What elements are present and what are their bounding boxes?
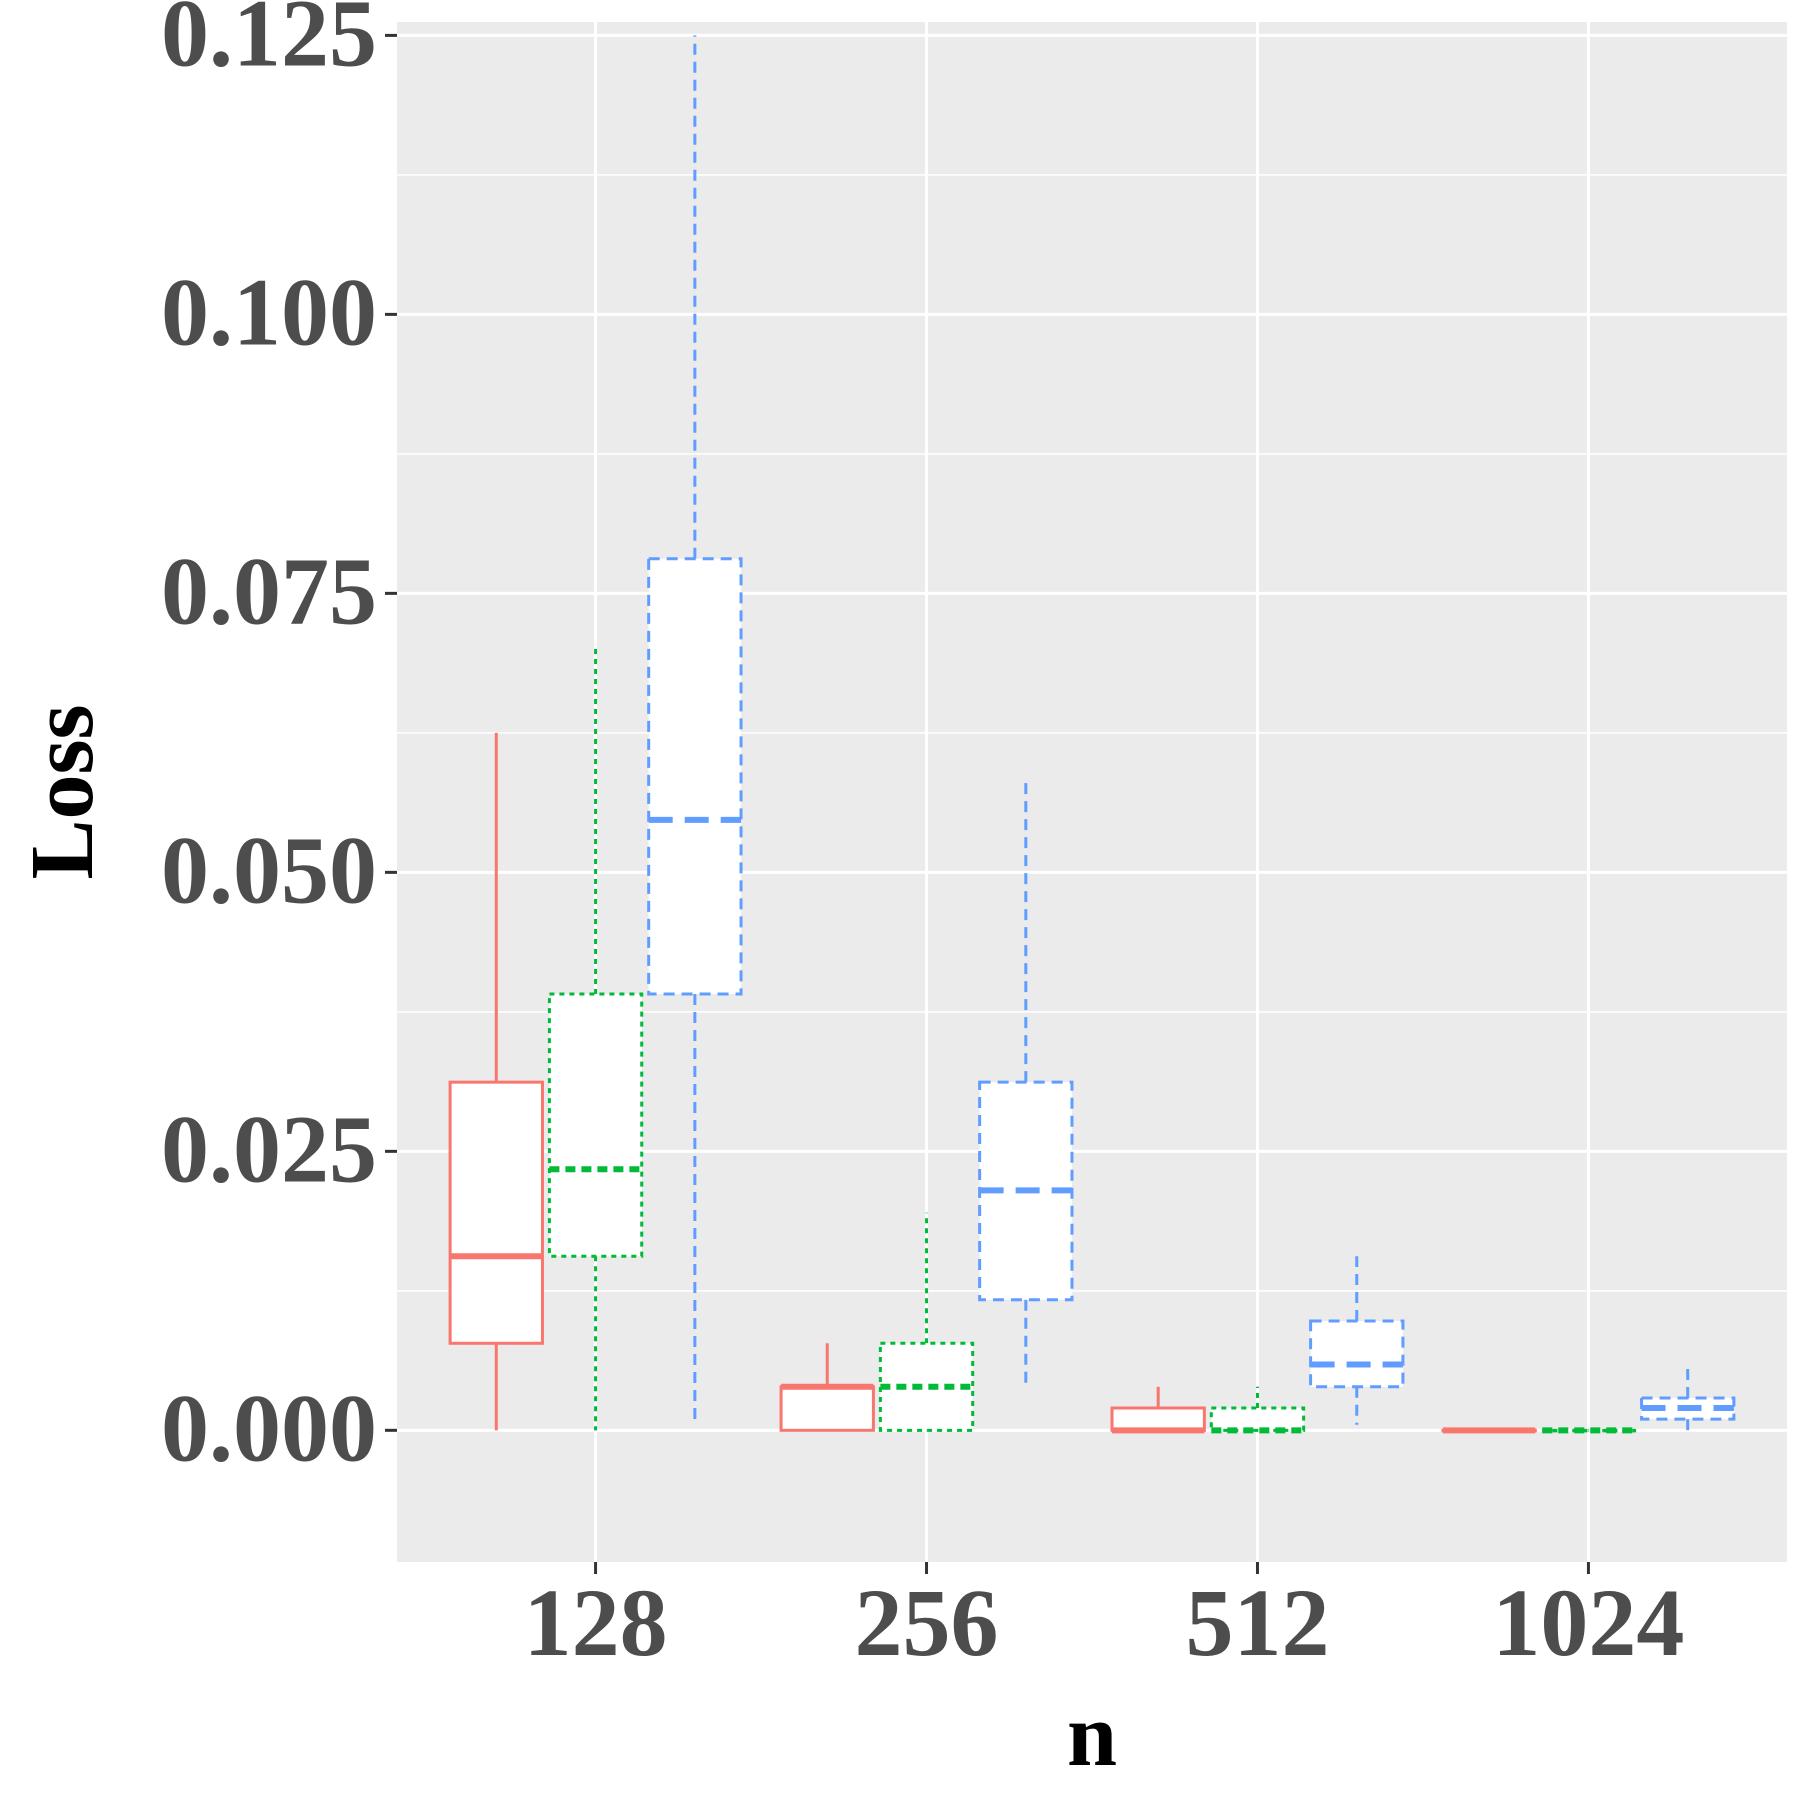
y-axis-ticks: 0.000 0.025 0.050 0.075 0.100 0.125: [161, 0, 397, 1481]
box-dotted-256: [878, 1212, 975, 1432]
boxplot-boxes: [448, 35, 1736, 1434]
y-tick-label-2: 0.050: [161, 816, 377, 923]
iqr-box: [1110, 1406, 1206, 1432]
box-dashed-256: [978, 776, 1074, 1387]
box-solid-256: [779, 1343, 875, 1432]
x-axis-title: n: [1067, 1686, 1117, 1785]
iqr-box: [1209, 1406, 1306, 1432]
iqr-box: [1309, 1319, 1405, 1389]
box-solid-512: [1110, 1386, 1206, 1434]
iqr-box: [878, 1341, 975, 1432]
x-axis-ticks: 128 256 512 1024: [524, 1562, 1684, 1676]
x-tick-label-256: 256: [855, 1569, 999, 1676]
iqr-box: [448, 1080, 544, 1345]
box-dotted-512: [1209, 1386, 1306, 1434]
major-gridlines: [397, 22, 1787, 1562]
y-tick-label-4: 0.100: [161, 258, 377, 365]
iqr-box: [1540, 1428, 1637, 1433]
box-dotted-128: [547, 645, 644, 1431]
y-tick-label-5: 0.125: [161, 0, 377, 86]
y-axis-title: Loss: [13, 704, 112, 879]
iqr-box: [647, 557, 743, 996]
iqr-box: [779, 1385, 875, 1432]
plot-panel: [397, 22, 1787, 1562]
y-tick-label-3: 0.075: [161, 537, 377, 644]
x-tick-label-512: 512: [1185, 1569, 1329, 1676]
x-tick-label-128: 128: [524, 1569, 668, 1676]
iqr-box: [547, 992, 644, 1258]
y-tick-label-0: 0.000: [161, 1374, 377, 1481]
x-tick-label-1024: 1024: [1492, 1569, 1684, 1676]
box-dashed-512: [1309, 1256, 1405, 1425]
box-dashed-1024: [1640, 1364, 1736, 1431]
box-solid-1024: [1441, 1427, 1537, 1434]
box-dotted-1024: [1540, 1427, 1637, 1434]
y-tick-label-1: 0.025: [161, 1095, 377, 1202]
box-dashed-128: [647, 35, 743, 1425]
box-solid-128: [448, 732, 544, 1431]
